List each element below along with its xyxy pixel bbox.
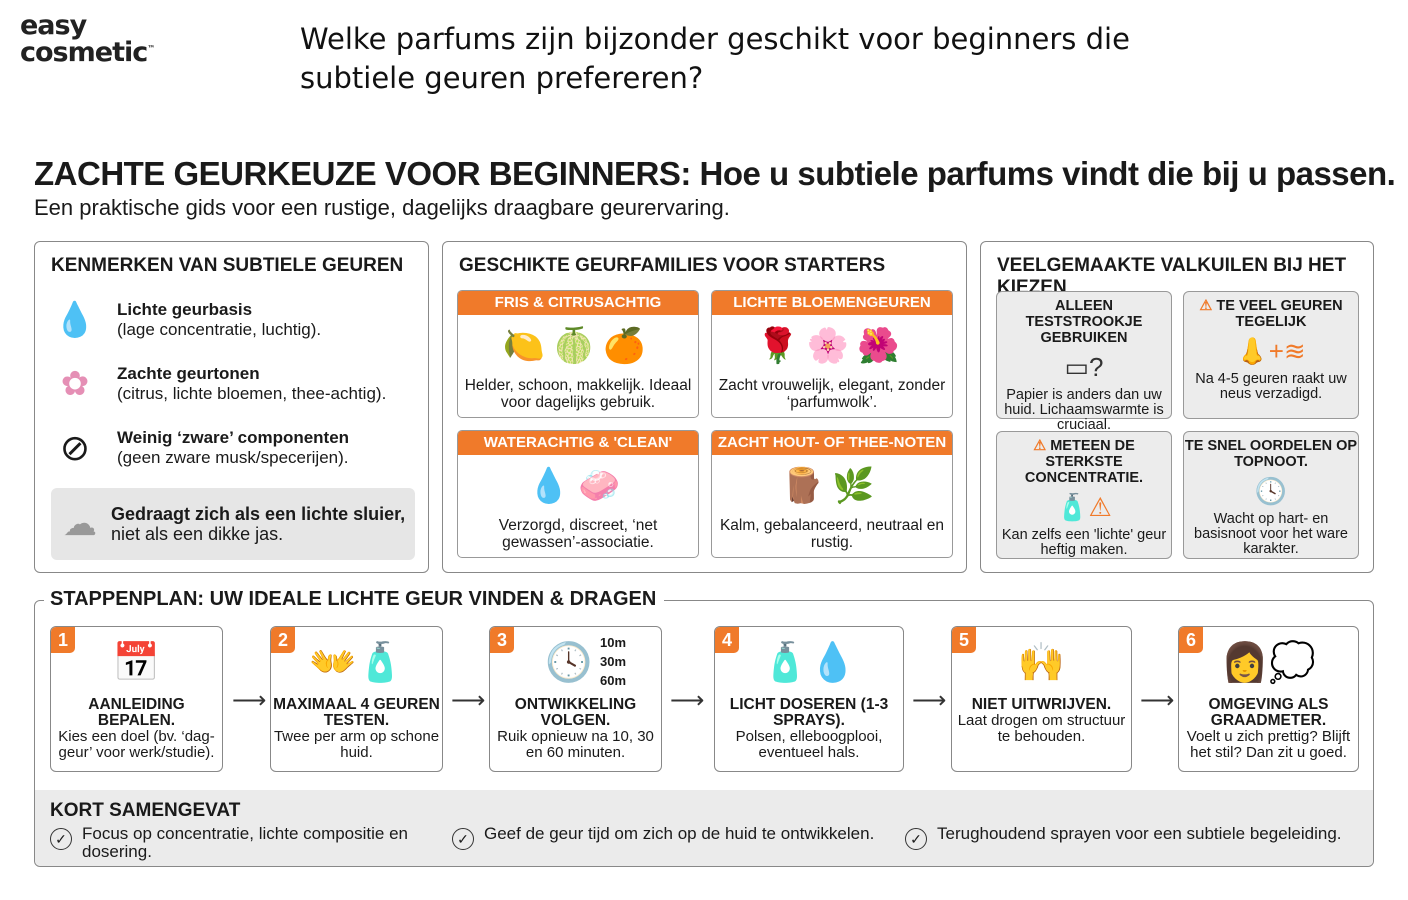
family-card-wood-tea: ZACHT HOUT- OF THEE-NOTEN 🪵🌿 Kalm, gebalan…	[711, 430, 953, 558]
arrow-icon: ⟶	[451, 687, 486, 714]
step-card: 3 🕓 10m 30m 60m ONTWIKKELING VOLGEN. Ruik opni…	[489, 626, 662, 772]
kenmerken-panel: KENMERKEN VAN SUBTIELE GEUREN 💧 Lichte ge…	[34, 241, 429, 573]
pitfall-card: ALLEEN TESTSTROOKJE GEBRUIKEN ▭? Papier is…	[996, 291, 1172, 433]
water-drops-icon: 💧	[53, 301, 97, 339]
pitfall-card: ⚠ TE VEEL GEUREN TEGELIJK 👃+≋ Na 4-5 geure…	[1183, 291, 1359, 419]
arrow-icon: ⟶	[670, 687, 705, 714]
summary-item: ✓ Focus op concentratie, lichte compositi…	[50, 825, 410, 861]
time-labels: 10m 30m 60m	[600, 635, 627, 688]
logo[interactable]: easy cosmetic™	[20, 10, 156, 68]
flowers-icon: 🌹🌸🌺	[756, 327, 908, 365]
clock-icon: 🕓 10m 30m 60m	[545, 635, 627, 688]
person-thought-icon: 👩💭	[1221, 642, 1316, 684]
arrow-icon: ⟶	[1140, 687, 1175, 714]
veil-icon: ☁	[63, 505, 97, 543]
step-card: 4 🧴💧 LICHT DOSEREN (1-3 SPRAYS). Polsen, el…	[714, 626, 904, 772]
step-card: 2 👐🧴 MAXIMAAL 4 GEUREN TESTEN. Twee per arm…	[270, 626, 443, 772]
summary-item: ✓ Geef de geur tijd om zich op de huid te…	[452, 825, 874, 850]
step-card: 1 📅 AANLEIDING BEPALEN. Kies een doel (bv. …	[50, 626, 223, 772]
pitfalls-panel: VEELGEMAAKTE VALKUILEN BIJ HET KIEZEN AL…	[980, 241, 1374, 573]
no-rubbing-hands-icon: 🙌	[1017, 642, 1066, 684]
kenmerken-heading: KENMERKEN VAN SUBTIELE GEUREN	[51, 255, 404, 276]
families-heading: GESCHIKTE GEURFAMILIES VOOR STARTERS	[459, 255, 886, 276]
steps-heading: STAPPENPLAN: UW IDEALE LICHTE GEUR VINDE…	[44, 588, 665, 611]
wood-leaf-icon: 🪵🌿	[781, 467, 883, 505]
summary-area	[35, 790, 1373, 866]
citrus-fruits-icon: 🍋🍈🍊	[502, 327, 654, 365]
family-card-floral: LICHTE BLOEMENGEUREN 🌹🌸🌺 Zacht vrouwelijk,…	[711, 290, 953, 418]
step-card: 5 🙌 NIET UITWRIJVEN. Laat drogen om structu…	[951, 626, 1132, 772]
family-card-aquatic: WATERACHTIG & 'CLEAN' 💧🧼 Verzorgd, discree…	[457, 430, 699, 558]
families-panel: GESCHIKTE GEURFAMILIES VOOR STARTERS FRI…	[442, 241, 967, 573]
arrow-icon: ⟶	[912, 687, 947, 714]
feature-item: ✿ Zachte geurtonen (citrus, lichte bloemen…	[51, 360, 387, 408]
infographic-subtitle: Een praktische gids voor een rustige, da…	[34, 195, 730, 220]
page-question: Welke parfums zijn bijzonder geschikt vo…	[300, 22, 1130, 95]
pitfall-card: ⚠ METEEN DE STERKSTE CONCENTRATIE. 🧴⚠ Kan …	[996, 431, 1172, 559]
clock-icon: 🕓	[1254, 476, 1288, 506]
test-strip-icon: ▭?	[1064, 352, 1104, 382]
warning-icon: ⚠	[1199, 298, 1217, 314]
flower-icon: ✿	[60, 365, 90, 403]
step-card: 6 👩💭 OMGEVING ALS GRAADMETER. Voelt u zich …	[1178, 626, 1359, 772]
family-card-citrus: FRIS & CITRUSACHTIG 🍋🍈🍊 Helder, schoon, ma…	[457, 290, 699, 418]
calendar-icon: 📅	[112, 642, 161, 684]
hands-spray-icon: 👐🧴	[309, 642, 404, 684]
feature-item: 💧 Lichte geurbasis (lage concentratie, luc…	[51, 296, 321, 344]
arrow-icon: ⟶	[232, 687, 267, 714]
check-icon: ✓	[452, 828, 474, 850]
summary-heading: KORT SAMENGEVAT	[50, 800, 241, 821]
check-icon: ✓	[50, 828, 72, 850]
infographic-title: ZACHTE GEURKEUZE VOOR BEGINNERS: Hoe u s…	[34, 155, 1396, 192]
check-icon: ✓	[905, 828, 927, 850]
no-weight-icon: ⊘	[59, 427, 91, 468]
bottle-warning-icon: 🧴⚠	[1056, 492, 1112, 522]
pitfall-card: TE SNEL OORDELEN OP TOPNOOT. 🕓 Wacht op ha…	[1183, 431, 1359, 559]
nose-scent-icon: 👃+≋	[1236, 336, 1306, 366]
feature-item: ⊘ Weinig ‘zware’ componenten (geen zware m…	[51, 424, 349, 472]
warning-icon: ⚠	[1033, 438, 1051, 454]
summary-item: ✓ Terughoudend sprayen voor een subtiele …	[905, 825, 1342, 850]
spray-bottle-icon: 🧴💧	[761, 642, 857, 684]
veil-quote: ☁ Gedraagt zich als een lichte sluier, ni…	[51, 488, 415, 560]
water-soap-icon: 💧🧼	[527, 467, 629, 505]
